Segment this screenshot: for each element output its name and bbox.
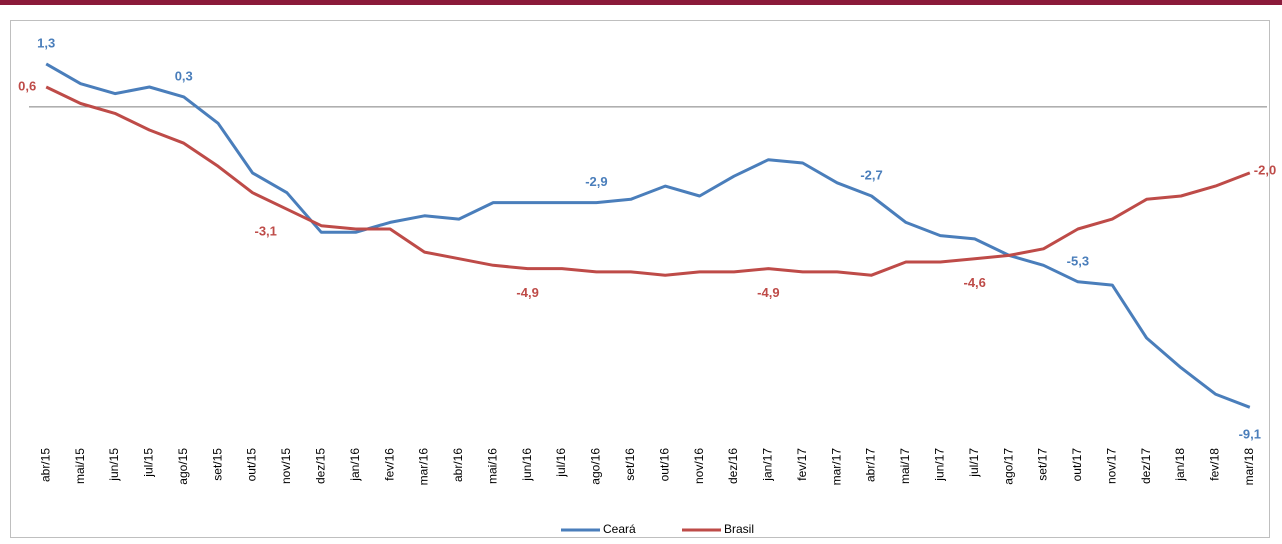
x-tick-label: nov/15	[279, 448, 293, 484]
series-line	[45, 85, 1251, 277]
x-tick-label: mai/17	[898, 448, 912, 484]
value-label: -2,0	[1254, 162, 1276, 177]
x-tick-label: fev/17	[795, 448, 809, 481]
value-label: -2,9	[585, 174, 607, 189]
x-tick-label: out/16	[657, 448, 671, 482]
value-label: -2,7	[860, 167, 882, 182]
x-tick-label: nov/17	[1104, 448, 1118, 484]
x-tick-label: set/15	[210, 448, 224, 481]
x-tick-label: mar/17	[829, 448, 843, 486]
x-tick-label: mar/16	[417, 448, 431, 486]
x-tick-label: fev/18	[1208, 448, 1222, 481]
x-tick-label: dez/17	[1139, 448, 1153, 484]
chart-border	[10, 20, 1270, 538]
x-tick-label: jan/18	[1173, 448, 1187, 482]
x-tick-label: out/17	[1070, 448, 1084, 482]
value-label: 0,6	[18, 78, 36, 93]
x-tick-label: set/16	[623, 448, 637, 481]
legend-label: Brasil	[724, 522, 754, 536]
x-tick-label: out/15	[245, 448, 259, 482]
x-tick-label: abr/15	[38, 448, 52, 482]
x-tick-label: jun/17	[932, 448, 946, 482]
legend-label: Ceará	[603, 522, 636, 536]
x-tick-label: jul/16	[554, 448, 568, 478]
x-tick-label: mai/16	[485, 448, 499, 484]
value-label: -4,9	[757, 285, 779, 300]
series-line	[45, 62, 1251, 409]
x-tick-label: ago/15	[176, 448, 190, 485]
x-tick-label: abr/17	[864, 448, 878, 482]
value-label: -3,1	[255, 224, 277, 239]
x-tick-label: abr/16	[451, 448, 465, 482]
value-label: -4,6	[963, 275, 985, 290]
x-tick-label: jan/17	[761, 448, 775, 482]
x-tick-label: ago/16	[589, 448, 603, 485]
x-tick-label: jul/17	[967, 448, 981, 478]
x-tick-label: fev/16	[382, 448, 396, 481]
value-label: 1,3	[37, 35, 55, 50]
x-tick-label: dez/16	[726, 448, 740, 484]
top-bar	[0, 0, 1282, 5]
x-tick-label: jan/16	[348, 448, 362, 482]
x-tick-label: dez/15	[313, 448, 327, 484]
x-tick-label: jun/16	[520, 448, 534, 482]
value-label: -5,3	[1067, 253, 1089, 268]
x-tick-label: ago/17	[1001, 448, 1015, 485]
x-tick-label: mai/15	[73, 448, 87, 484]
x-tick-label: set/17	[1036, 448, 1050, 481]
x-tick-label: jul/15	[142, 448, 156, 478]
value-label: -9,1	[1239, 427, 1261, 442]
x-tick-label: nov/16	[692, 448, 706, 484]
x-tick-label: mar/18	[1242, 448, 1256, 486]
x-tick-label: jun/15	[107, 448, 121, 482]
value-label: -4,9	[516, 285, 538, 300]
value-label: 0,3	[175, 68, 193, 83]
